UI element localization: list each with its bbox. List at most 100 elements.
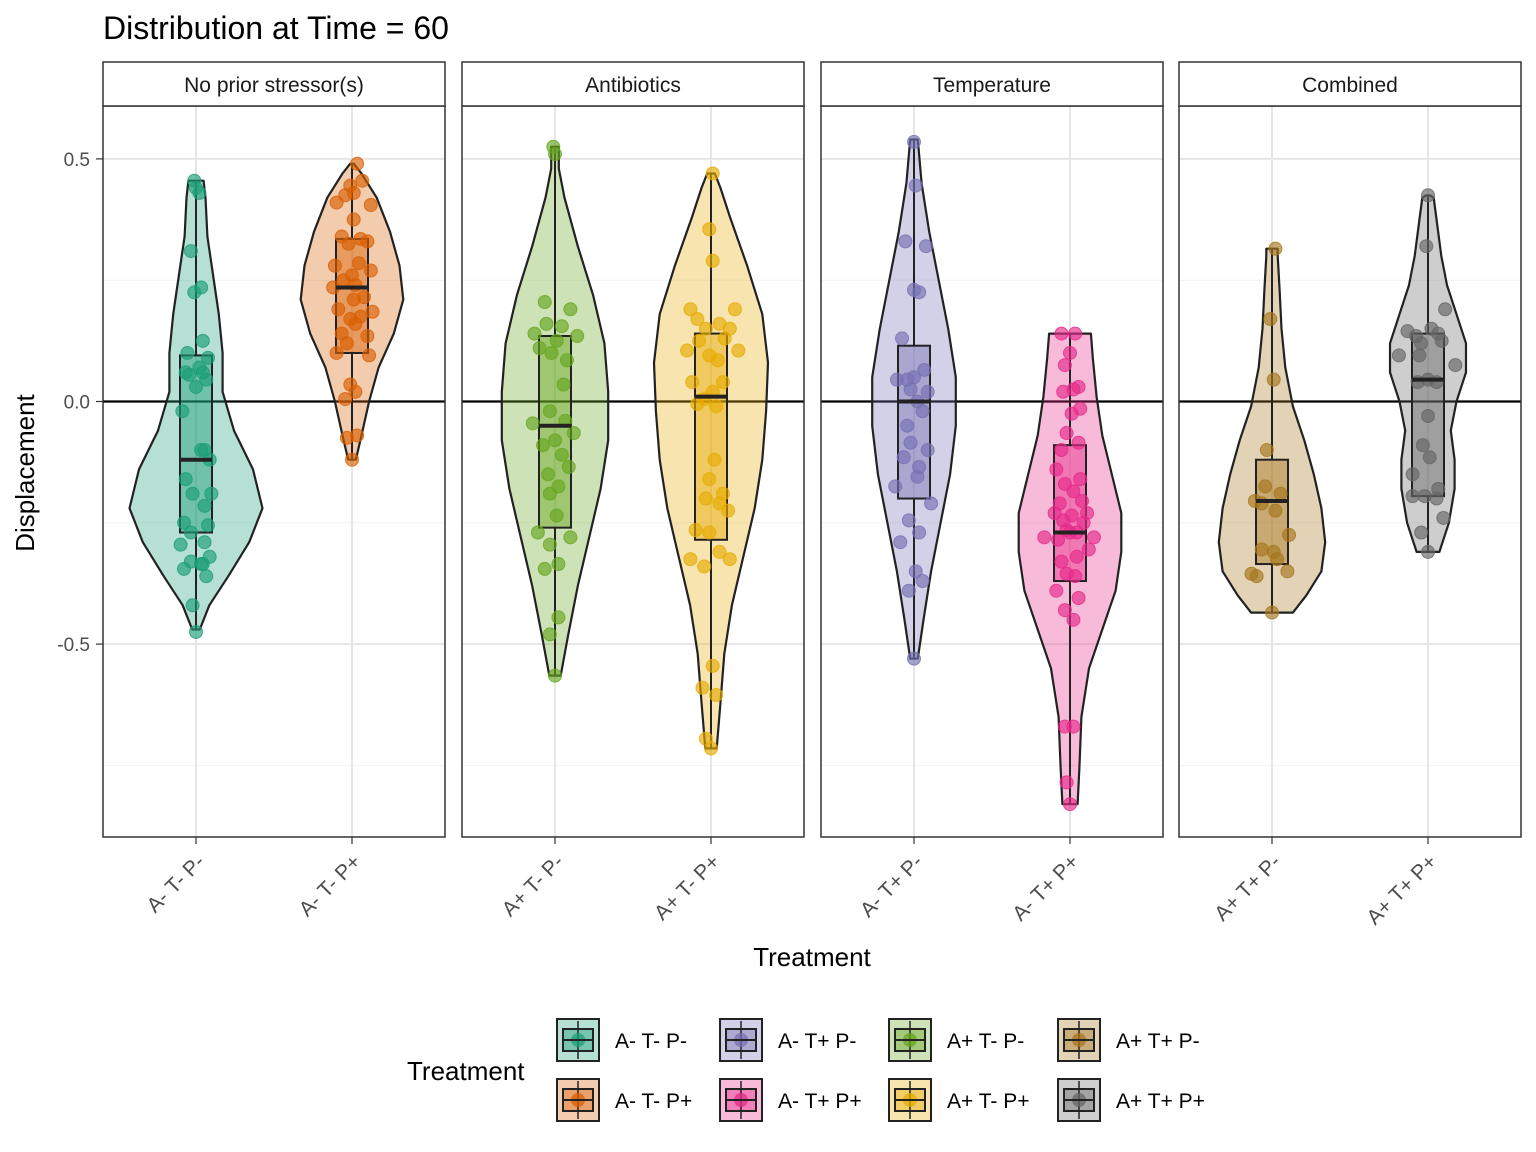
data-point <box>915 574 930 589</box>
data-point <box>683 302 698 317</box>
x-tick-label: A+ T+ P+ <box>1362 850 1441 929</box>
legend-title: Treatment <box>407 1056 525 1086</box>
data-point <box>1071 379 1086 394</box>
data-point <box>920 443 935 458</box>
x-tick-label: A+ T+ P- <box>1210 850 1285 925</box>
data-point <box>549 508 564 523</box>
data-point <box>1056 384 1071 399</box>
facet-panel: A+ T+ P- A+ T+ P+ Combined <box>1178 61 1522 929</box>
data-point <box>338 188 353 203</box>
data-point <box>692 333 707 348</box>
legend-label: A+ T- P- <box>947 1030 1024 1053</box>
data-point <box>903 382 918 397</box>
data-point <box>536 438 551 453</box>
data-point <box>717 331 732 346</box>
data-point <box>1068 569 1083 584</box>
data-point <box>548 433 562 448</box>
data-point <box>704 741 718 756</box>
data-point <box>559 353 574 368</box>
data-point <box>907 651 921 666</box>
data-point <box>200 350 215 365</box>
data-point <box>1268 241 1283 256</box>
data-point <box>362 348 377 363</box>
data-point <box>180 345 195 360</box>
data-point <box>563 302 578 317</box>
data-point <box>183 244 198 259</box>
data-point <box>183 525 198 540</box>
data-point <box>680 343 695 358</box>
data-point <box>907 134 921 149</box>
data-point <box>1258 479 1273 494</box>
data-point <box>548 668 562 683</box>
data-point <box>1419 239 1434 254</box>
data-point <box>685 375 700 390</box>
data-point <box>721 503 736 518</box>
data-point <box>331 302 346 317</box>
legend-item: A+ T- P+ <box>888 1078 1030 1122</box>
data-point <box>1249 569 1264 584</box>
data-point <box>1282 527 1297 542</box>
data-point <box>348 278 363 293</box>
data-point <box>185 486 200 501</box>
data-point <box>1265 605 1279 620</box>
legend-item: A+ T+ P- <box>1057 1018 1200 1062</box>
data-point <box>561 460 576 475</box>
legend-label: A- T- P- <box>615 1030 687 1053</box>
data-point <box>710 353 725 368</box>
data-point <box>1068 326 1083 341</box>
data-point <box>195 365 210 380</box>
data-point <box>177 561 192 576</box>
data-point <box>727 302 742 317</box>
data-point <box>189 624 203 639</box>
data-point <box>690 312 705 327</box>
panel-background <box>1179 106 1521 837</box>
data-point <box>918 239 933 254</box>
data-point <box>1429 375 1444 390</box>
data-point <box>702 472 717 487</box>
x-axis-title: Treatment <box>753 942 871 972</box>
data-point <box>556 377 571 392</box>
data-point <box>365 304 380 319</box>
data-point <box>912 285 927 300</box>
data-point <box>695 680 710 695</box>
data-point <box>895 331 910 346</box>
data-point <box>1448 358 1463 373</box>
data-point <box>1054 443 1069 458</box>
data-point <box>327 258 342 273</box>
data-point <box>204 486 219 501</box>
data-point <box>360 328 375 343</box>
data-point <box>731 343 746 358</box>
data-point <box>1414 336 1429 351</box>
data-point <box>542 404 557 419</box>
data-point <box>709 688 724 703</box>
panel-background <box>462 106 804 837</box>
data-point <box>1391 348 1406 363</box>
data-point <box>566 426 581 441</box>
data-point <box>908 178 923 193</box>
data-point <box>197 535 212 550</box>
legend-label: A- T- P+ <box>615 1090 692 1113</box>
data-point <box>554 319 569 334</box>
chart-title: Distribution at Time = 60 <box>103 10 449 46</box>
data-point <box>705 166 720 181</box>
data-point <box>1057 358 1072 373</box>
data-point <box>917 362 932 377</box>
data-point <box>554 447 569 462</box>
data-point <box>1438 302 1453 317</box>
data-point <box>1066 719 1081 734</box>
data-point <box>530 525 545 540</box>
facet-strip <box>102 61 446 107</box>
data-point <box>551 610 566 625</box>
legend-item: A- T- P+ <box>556 1078 692 1122</box>
data-point <box>537 561 552 576</box>
legend-item: A- T+ P- <box>719 1018 856 1062</box>
data-point <box>1266 544 1281 559</box>
data-point <box>1071 435 1086 450</box>
x-tick-label: A+ T- P- <box>498 850 569 921</box>
facet-panel: A- T- P- A- T- P+ No prior stressor(s) <box>102 61 446 921</box>
data-point <box>197 498 212 513</box>
data-point <box>1066 484 1081 499</box>
data-point <box>338 392 353 407</box>
facet-strip <box>820 61 1164 107</box>
data-point <box>351 256 366 271</box>
